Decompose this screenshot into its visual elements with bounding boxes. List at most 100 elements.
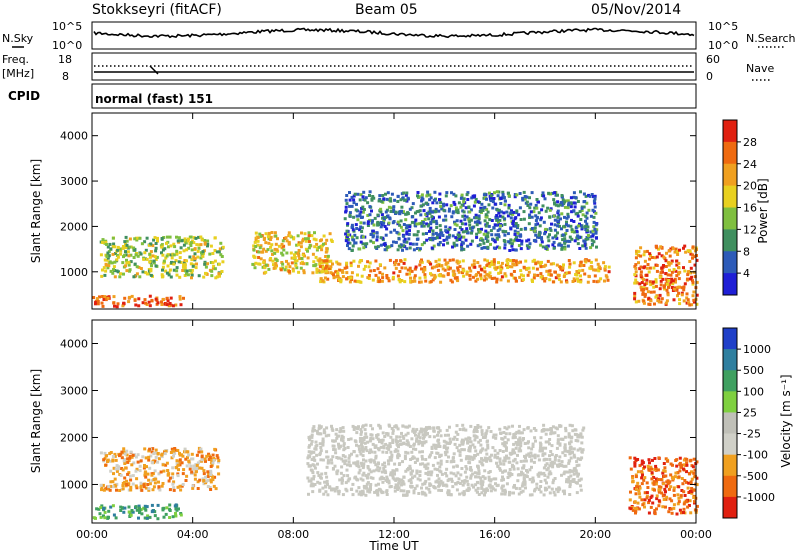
power-cells-cell-5 [642,266,646,270]
power-cells-cell-2 [262,260,266,264]
vel-cells-cell-2 [359,461,363,465]
power-cells-cell-4 [361,205,365,209]
vel-cells-cell-2 [544,463,548,467]
vel-cells-cell-2 [543,473,547,477]
power-cells-cell-4 [416,194,419,198]
noise-left-tick-top: 10^5 [52,20,82,33]
time-axis-label: Time UT [368,539,419,553]
power-cells-cell-3 [465,270,469,274]
vel-cells-cell-2 [379,438,383,442]
power-cells-cell-4 [575,229,579,233]
power-cells-cell-4 [498,218,502,222]
vel-cells-cell-2 [483,493,486,497]
power-cells-cell-4 [394,210,398,214]
vel-cells-cell-2 [544,446,548,450]
vel-cells-cell-1 [139,485,143,489]
power-cells-cell-2 [312,237,316,241]
vel-cells-cell-2 [455,464,459,468]
power-cells-cell-3 [488,275,492,279]
power-cells-cell-1 [206,244,209,248]
power-cells-cell-5 [666,293,670,297]
vel-cells-cell-2 [312,464,316,468]
power-cells-cell-4 [515,211,519,215]
vel-cells-cell-2 [556,441,560,445]
vel-cells-cell-2 [456,481,460,484]
power-cells-cell-4 [556,215,560,219]
power-cells-cell-5 [671,247,675,251]
vel-cells-cell-2 [507,425,511,429]
vel-cells-cell-1 [204,459,207,463]
power-cells-cell-4 [460,244,463,248]
vel-cells-cell-3 [634,509,638,513]
vel-cells-cell-2 [357,447,361,451]
vel-cells-cell-2 [419,462,422,466]
power-cells-cell-3 [409,269,412,273]
power-cells-cell-4 [474,216,478,220]
power-cells-cell-4 [360,226,364,230]
power-cells-cell-5 [692,290,696,294]
vel-cells-cell-3 [690,470,694,474]
power-cells-cell-3 [519,260,522,264]
vel-cells-cell-2 [477,493,481,496]
power-cells-cell-4 [462,247,466,251]
power-cells-cell-4 [467,206,471,209]
vel-cells-cell-2 [391,438,395,442]
vel-cells-cell-3 [676,471,680,475]
vel-cells-cell-2 [542,427,546,431]
vel-cells-cell-1 [217,472,221,476]
power-cells-cell-5 [634,256,638,260]
power-cells-cell-5 [674,288,678,292]
vel-cells-cell-1 [121,487,125,491]
vel-cells-cell-3 [638,495,642,499]
power-cells-cell-3 [358,260,362,264]
power-cells-cell-4 [487,224,491,228]
power-cells-cell-1 [116,248,120,252]
vel-cells-cell-2 [342,444,346,448]
power-cells-cell-4 [489,199,493,203]
vel-cells-cell-2 [358,449,362,453]
power-cells-cell-5 [692,270,696,274]
vel-cells-cell-3 [672,493,676,497]
vel-cells-cell-1 [200,450,204,454]
power-cells-cell-3 [490,263,493,267]
vel-cells-cell-3 [690,487,694,490]
vel-cells-cell-2 [524,456,527,460]
power-cells-cell-5 [634,270,638,274]
vel-cells-cell-2 [381,490,385,494]
power-cells-cell-5 [657,297,661,301]
vel-cells-cell-2 [521,482,525,486]
vel-cells-cell-2 [396,454,400,458]
vel-cells-cell-2 [517,431,521,435]
power-cells-cell-2 [285,259,288,263]
power-cells-cell-1 [124,250,127,254]
vel-cells-cell-2 [487,478,491,482]
power-cells-cell-0 [163,302,167,306]
vel-cells-cell-3 [684,480,688,484]
power-cells-cell-3 [420,260,424,264]
power-cells-cell-4 [487,191,491,195]
vel-cells-cell-2 [400,431,403,435]
vel-cells-cell-2 [579,432,583,436]
power-cells-cell-4 [497,233,500,237]
vel-cells-cell-1 [161,482,165,485]
power-cells-cell-3 [497,271,501,275]
power-cells-cell-4 [413,221,417,224]
power-cells-cell-5 [668,249,672,253]
vel-cells-cell-2 [522,428,526,432]
power-cells-cell-4 [397,232,401,236]
power-cells-cell-3 [514,259,518,263]
vel-cells-cell-2 [367,488,371,492]
vel-cells-cell-2 [306,476,310,480]
vel-cells-cell-2 [388,442,392,446]
power-cells-cell-0 [141,301,145,305]
power-cells-cell-5 [667,285,670,289]
power-cells-cell-3 [398,280,402,284]
power-cells-cell-4 [478,221,482,225]
power-cells-cell-3 [393,263,397,267]
vel-cells-cell-2 [362,462,366,466]
vel-cells-cell-1 [143,447,147,451]
power-cells-cell-4 [503,246,507,250]
vel-cells-cell-1 [135,477,139,481]
power-cells-cell-1 [217,262,221,266]
vel-cells-cell-2 [504,441,508,445]
